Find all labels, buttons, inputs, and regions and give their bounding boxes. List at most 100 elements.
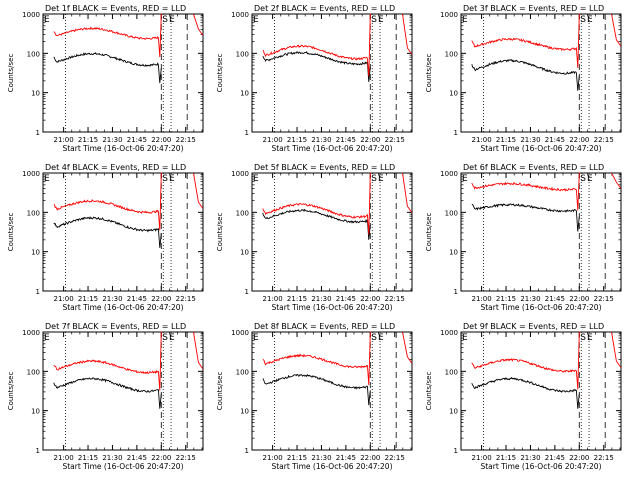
y-tick-label: 1 xyxy=(245,288,249,296)
y-tick-label: 1 xyxy=(36,288,40,296)
y-tick-label: 1000 xyxy=(231,170,249,178)
x-tick-label: 21:00 xyxy=(263,136,283,144)
x-axis-label: Start Time (16-Oct-06 20:47:20) xyxy=(271,144,392,153)
x-tick-label: 21:15 xyxy=(78,295,98,303)
y-tick-label: 1 xyxy=(36,447,40,455)
chart-title: Det 8f BLACK = Events, RED = LLD xyxy=(254,322,395,331)
y-tick-label: 100 xyxy=(27,50,40,58)
chart-title: Det 9f BLACK = Events, RED = LLD xyxy=(463,322,604,331)
series-lld-line xyxy=(53,172,162,231)
marker-label-s: S xyxy=(371,15,377,25)
x-tick-label: 21:45 xyxy=(336,136,356,144)
y-axis-label: Counts/sec xyxy=(7,372,15,411)
y-tick-label: 100 xyxy=(27,368,40,376)
x-tick-label: 21:30 xyxy=(520,454,540,462)
x-tick-label: 21:45 xyxy=(336,454,356,462)
y-axis-label: Counts/sec xyxy=(425,54,433,93)
x-tick-label: 22:00 xyxy=(360,136,380,144)
series-lld-tail xyxy=(402,172,413,213)
x-tick-label: 21:45 xyxy=(545,295,565,303)
chart-panel-9: Det 9f BLACK = Events, RED = LLD 1 10 100 10… xyxy=(425,322,622,471)
marker-label-left-e: E xyxy=(44,333,50,343)
plot-frame xyxy=(251,13,413,133)
marker-label-e: E xyxy=(169,174,175,184)
chart-title: Det 4f BLACK = Events, RED = LLD xyxy=(45,163,186,172)
x-tick-label: 22:00 xyxy=(360,454,380,462)
y-tick-label: 1000 xyxy=(22,11,40,19)
y-tick-label: 1 xyxy=(454,447,458,455)
plot-frame xyxy=(251,331,413,451)
chart-panel-1: Det 1f BLACK = Events, RED = LLD 1 10 100 10… xyxy=(7,4,204,153)
marker-label-left-e: E xyxy=(462,174,468,184)
x-tick-label: 21:15 xyxy=(78,454,98,462)
y-axis-label: Counts/sec xyxy=(425,213,433,252)
marker-label-e: E xyxy=(169,333,175,343)
x-tick-label: 21:15 xyxy=(287,136,307,144)
chart-panel-5: Det 5f BLACK = Events, RED = LLD 1 10 100 10… xyxy=(216,163,413,312)
chart-panel-7: Det 7f BLACK = Events, RED = LLD 1 10 100 10… xyxy=(7,322,204,471)
series-lld-tail xyxy=(611,331,622,368)
y-tick-label: 1 xyxy=(454,129,458,137)
series-lld-line xyxy=(262,331,371,386)
series-events-line xyxy=(262,50,371,82)
x-tick-label: 21:45 xyxy=(127,136,147,144)
x-tick-label: 21:45 xyxy=(336,295,356,303)
x-tick-label: 21:30 xyxy=(102,136,122,144)
y-tick-label: 1000 xyxy=(231,11,249,19)
x-tick-label: 22:00 xyxy=(360,295,380,303)
marker-label-e: E xyxy=(587,333,593,343)
marker-label-s: S xyxy=(162,15,168,25)
marker-label-e: E xyxy=(378,333,384,343)
x-tick-label: 21:15 xyxy=(287,454,307,462)
y-axis-label: Counts/sec xyxy=(216,213,224,252)
plot-frame xyxy=(42,13,204,133)
y-tick-label: 100 xyxy=(236,50,249,58)
series-lld-line xyxy=(471,13,580,69)
marker-label-s: S xyxy=(580,15,586,25)
x-tick-label: 22:00 xyxy=(151,295,171,303)
x-tick-label: 22:15 xyxy=(385,136,405,144)
y-tick-label: 10 xyxy=(240,90,249,98)
x-tick-label: 21:30 xyxy=(311,136,331,144)
y-tick-label: 10 xyxy=(449,249,458,257)
series-events-line xyxy=(471,59,580,91)
y-tick-label: 100 xyxy=(27,209,40,217)
chart-panel-6: Det 6f BLACK = Events, RED = LLD 1 10 100 10… xyxy=(425,163,622,312)
series-lld-tail xyxy=(193,331,204,369)
x-axis-label: Start Time (16-Oct-06 20:47:20) xyxy=(62,462,183,471)
series-events-line xyxy=(471,203,580,232)
x-axis-label: Start Time (16-Oct-06 20:47:20) xyxy=(480,144,601,153)
x-tick-label: 21:30 xyxy=(520,136,540,144)
y-tick-label: 1000 xyxy=(231,329,249,337)
series-lld-line xyxy=(53,331,162,391)
y-tick-label: 1000 xyxy=(440,329,458,337)
series-lld-line xyxy=(471,172,580,211)
series-lld-tail xyxy=(193,13,204,36)
x-tick-label: 21:30 xyxy=(311,454,331,462)
x-tick-label: 21:00 xyxy=(472,454,492,462)
series-lld-line xyxy=(262,13,371,77)
chart-title: Det 7f BLACK = Events, RED = LLD xyxy=(45,322,186,331)
chart-title: Det 3f BLACK = Events, RED = LLD xyxy=(463,4,604,13)
y-tick-label: 10 xyxy=(449,408,458,416)
x-tick-label: 21:30 xyxy=(102,454,122,462)
series-events-line xyxy=(471,376,580,409)
x-tick-label: 21:15 xyxy=(496,136,516,144)
series-lld-line xyxy=(262,172,371,235)
x-tick-label: 21:15 xyxy=(78,136,98,144)
marker-label-s: S xyxy=(162,174,168,184)
x-tick-label: 22:00 xyxy=(569,454,589,462)
y-axis-label: Counts/sec xyxy=(216,54,224,93)
series-lld-line xyxy=(53,13,162,58)
x-axis-label: Start Time (16-Oct-06 20:47:20) xyxy=(62,144,183,153)
y-tick-label: 1000 xyxy=(440,11,458,19)
marker-label-e: E xyxy=(378,15,384,25)
chart-panel-3: Det 3f BLACK = Events, RED = LLD 1 10 100 10… xyxy=(425,4,622,153)
y-tick-label: 1 xyxy=(245,447,249,455)
x-tick-label: 21:15 xyxy=(287,295,307,303)
y-tick-label: 10 xyxy=(31,249,40,257)
x-tick-label: 22:00 xyxy=(569,136,589,144)
marker-label-s: S xyxy=(371,333,377,343)
marker-label-s: S xyxy=(580,333,586,343)
